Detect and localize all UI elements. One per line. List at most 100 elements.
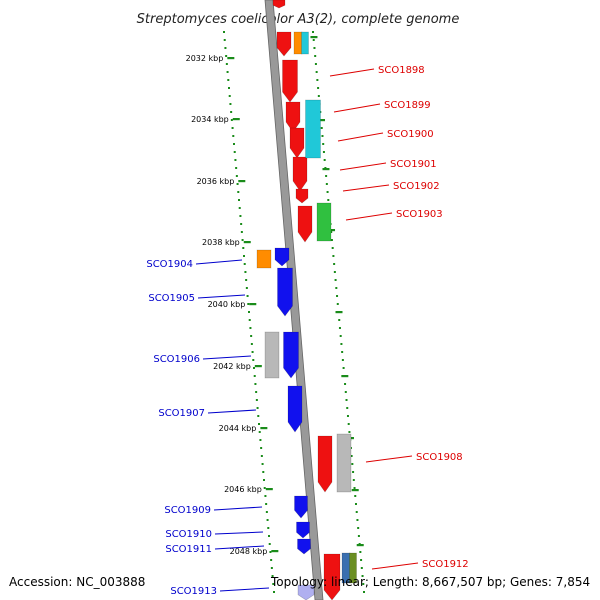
scale-dot-right — [331, 247, 334, 249]
gene-feature-cyan — [305, 99, 321, 159]
scale-dot-left — [263, 479, 265, 481]
scale-dot-right — [357, 527, 360, 529]
kbp-tick — [265, 488, 273, 491]
scale-dot-right — [341, 359, 344, 361]
scale-dot-left — [235, 175, 238, 177]
scale-dot-right — [352, 479, 355, 481]
gene-forward — [323, 553, 341, 600]
genome-title: Streptomyces coelicolor A3(2), complete … — [137, 12, 460, 27]
label-leader-line — [342, 184, 390, 192]
scale-dot-left — [236, 183, 239, 185]
kbp-tick-label: 2038 kbp — [202, 238, 240, 247]
gene-label-sco1906: SCO1906 — [153, 354, 200, 365]
scale-dot-right — [338, 319, 341, 321]
kbp-tick — [260, 427, 268, 430]
gene-forward — [285, 101, 301, 133]
scale-dot-left — [260, 455, 263, 457]
gene-label-sco1905: SCO1905 — [148, 293, 195, 304]
label-leader-line — [207, 409, 257, 414]
gene-label-sco1900: SCO1900 — [387, 129, 434, 140]
scale-dot-right — [344, 391, 347, 393]
scale-dot-left — [234, 159, 237, 161]
scale-dot-left — [262, 471, 265, 473]
scale-dot-left — [247, 303, 250, 305]
scale-dot-left — [239, 215, 242, 217]
kbp-tick — [243, 241, 251, 244]
scale-dot-right — [346, 407, 349, 409]
gene-forward — [282, 59, 298, 103]
kbp-tick-label: 2032 kbp — [186, 54, 224, 63]
label-leader-line — [219, 587, 270, 592]
scale-dot-left — [271, 575, 274, 577]
scale-dot-left — [249, 327, 252, 329]
kbp-tick-label: 2044 kbp — [219, 424, 257, 433]
gene-label-sco1908: SCO1908 — [416, 452, 463, 463]
scale-dot-left — [255, 399, 258, 401]
scale-dot-right — [360, 567, 363, 569]
gene-reverse — [277, 267, 293, 317]
scale-dot-right — [312, 39, 315, 41]
label-leader-line — [214, 531, 264, 535]
scale-dot-left — [251, 351, 254, 353]
scale-dot-right — [321, 135, 324, 137]
scale-dot-left — [231, 127, 234, 129]
scale-dot-left — [252, 359, 255, 361]
scale-dot-right — [357, 535, 360, 537]
scale-dot-left — [230, 111, 233, 113]
scale-dot-right — [314, 63, 317, 65]
label-leader-line — [329, 68, 375, 77]
scale-dot-right — [339, 335, 342, 337]
scale-dot-left — [248, 319, 251, 321]
kbp-tick-label: 2036 kbp — [197, 177, 235, 186]
scale-dot-left — [241, 239, 244, 241]
gene-forward — [297, 205, 313, 243]
scale-dot-right — [355, 511, 358, 513]
label-leader-line — [195, 259, 243, 265]
kbp-tick — [249, 303, 257, 306]
gene-label-sco1904: SCO1904 — [146, 259, 193, 270]
scale-dot-left — [243, 263, 246, 265]
gene-feature-cyan — [301, 31, 309, 55]
scale-dot-left — [265, 503, 268, 505]
scale-dot-left — [258, 423, 260, 425]
scale-dot-left — [269, 551, 272, 553]
scale-dot-right — [338, 327, 341, 329]
scale-dot-right — [325, 183, 328, 185]
gene-feature-green — [316, 202, 332, 242]
scale-dot-left — [242, 247, 245, 249]
gene-reverse — [297, 584, 315, 600]
scale-dot-left — [225, 63, 228, 65]
label-leader-line — [213, 506, 263, 511]
scale-dot-right — [341, 351, 344, 353]
gene-feature-gray — [336, 433, 352, 493]
scale-dot-right — [347, 423, 350, 425]
scale-dot-left — [226, 71, 229, 73]
scale-dot-left — [227, 79, 230, 81]
scale-dot-left — [267, 527, 270, 529]
scale-dot-left — [268, 543, 271, 545]
label-leader-line — [339, 162, 387, 171]
scale-dot-right — [334, 279, 337, 281]
scale-dot-right — [344, 383, 347, 385]
scale-dot-right — [351, 463, 354, 465]
gene-feature-olive — [349, 552, 357, 584]
gene-label-sco1898: SCO1898 — [378, 65, 425, 76]
scale-dot-right — [325, 175, 328, 177]
scale-dot-left — [257, 415, 260, 417]
scale-dot-left — [253, 375, 256, 377]
scale-dot-right — [348, 431, 351, 433]
scale-dot-left — [270, 559, 273, 561]
gene-label-sco1899: SCO1899 — [384, 100, 431, 111]
scale-dot-left — [224, 47, 227, 49]
kbp-tick-right — [328, 229, 336, 232]
scale-dot-left — [238, 207, 241, 209]
scale-dot-left — [260, 447, 263, 449]
gene-reverse — [283, 331, 299, 379]
kbp-tick-label: 2042 kbp — [213, 362, 251, 371]
scale-dot-right — [335, 287, 338, 289]
scale-dot-right — [320, 127, 323, 129]
gene-feature-orange — [256, 249, 272, 269]
scale-dot-right — [332, 255, 335, 257]
scale-dot-left — [233, 151, 236, 153]
gene-label-sco1911: SCO1911 — [165, 544, 212, 555]
